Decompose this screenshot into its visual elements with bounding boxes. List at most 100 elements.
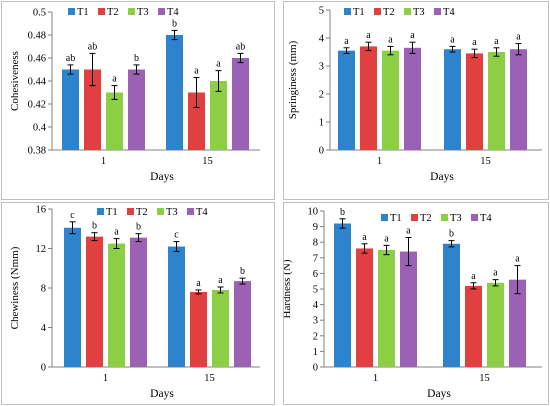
chewiness-chart-panel: 0 4 8 12 16 Chewiness (Nmm) 1 c b a b 15 c a a b Days T1 T…: [1, 202, 275, 405]
x-tick-label: 15: [479, 373, 490, 384]
y-axis-title: Hardness (N): [284, 259, 293, 318]
bar-t1-day-1: [62, 69, 79, 150]
y-tick-label: 1: [319, 118, 324, 129]
y-tick-label: 2: [319, 90, 324, 101]
bar-t3-day-15: [487, 282, 504, 367]
significance-letter: ab: [236, 41, 245, 52]
bar-t2-day-1: [86, 236, 103, 367]
significance-letter: a: [362, 232, 367, 243]
legend-swatch-t4: [471, 214, 478, 221]
y-tick-label: 0.44: [28, 77, 47, 88]
x-tick-label: 1: [373, 373, 378, 384]
significance-letter: b: [92, 221, 97, 232]
y-axis-title: Cohesiveness: [9, 51, 21, 111]
bar-t4-day-1: [400, 251, 417, 367]
y-tick-label: 4: [313, 300, 319, 311]
bar-t3-day-15: [212, 289, 229, 367]
significance-letter: a: [406, 226, 411, 237]
y-tick-label: 0: [319, 146, 324, 157]
bar-t4-day-1: [404, 47, 421, 150]
y-tick-label: 5: [313, 285, 318, 296]
bar-t2-day-15: [190, 291, 207, 367]
bar-t4-day-1: [130, 237, 147, 367]
bar-t1-day-15: [166, 35, 183, 150]
legend-swatch-t2: [98, 8, 105, 15]
y-tick-label: 8: [313, 238, 318, 249]
bar-t1-day-1: [338, 50, 355, 150]
legend-label-t2: T2: [107, 7, 119, 18]
legend-label-t4: T4: [443, 7, 455, 18]
cohesiveness-chart-panel: 0.38 0.4 0.42 0.44 0.46 0.48 0.5 Cohesiveness 1 a…: [1, 1, 275, 200]
springiness-chart: 0 1 2 3 4 5 Springiness (mm) 1 a a a a 15 a a a a Days T1 T…: [287, 6, 542, 183]
legend-swatch-t1: [344, 8, 351, 15]
x-axis-title: Days: [150, 388, 174, 400]
legend-swatch-t4: [187, 208, 194, 215]
legend-swatch-t2: [127, 208, 134, 215]
y-tick-label: 10: [308, 207, 319, 218]
y-tick-label: 7: [313, 253, 318, 264]
y-tick-label: 5: [319, 6, 324, 17]
bar-t3-day-1: [382, 50, 399, 150]
y-tick-label: 0: [313, 363, 318, 374]
bar-t1-day-1: [334, 223, 351, 367]
significance-letter: a: [494, 36, 499, 47]
bar-t4-day-15: [510, 49, 527, 151]
x-tick-label: 15: [480, 156, 491, 167]
legend-label-t1: T1: [106, 207, 118, 218]
x-tick-label: 15: [204, 373, 215, 384]
y-tick-label: 1: [313, 347, 318, 358]
y-tick-label: 12: [36, 244, 47, 255]
x-axis-title: Days: [427, 388, 451, 400]
y-axis-title: Chewiness (Nmm): [9, 246, 21, 329]
bar-t3-day-15: [488, 52, 505, 150]
hardness-chart-panel: 0 1 2 3 4 5 6 7 8 9 10 Hardness (N) 1 b a a a 15 b a a a Days T…: [283, 202, 549, 405]
legend-label-t3: T3: [413, 7, 425, 18]
legend-swatch-t1: [68, 8, 75, 15]
bar-t3-day-1: [108, 243, 125, 367]
legend-label-t3: T3: [166, 207, 178, 218]
legend-swatch-t3: [404, 8, 411, 15]
cohesiveness-chart: 0.38 0.4 0.42 0.44 0.46 0.48 0.5 Cohesiveness 1 a…: [9, 7, 260, 183]
significance-letter: a: [516, 32, 521, 43]
significance-letter: a: [112, 74, 117, 85]
legend-swatch-t4: [434, 8, 441, 15]
significance-letter: a: [384, 233, 389, 244]
significance-letter: c: [70, 210, 75, 221]
significance-letter: a: [194, 66, 199, 77]
significance-letter: a: [388, 34, 393, 45]
legend-label-t4: T4: [196, 207, 208, 218]
y-tick-label: 0.46: [28, 54, 46, 65]
y-tick-label: 4: [319, 34, 325, 45]
bar-t1-day-1: [64, 227, 81, 367]
legend-label-t3: T3: [450, 213, 462, 224]
significance-letter: b: [449, 229, 454, 240]
significance-letter: b: [136, 222, 141, 233]
x-tick-label: 15: [202, 156, 213, 167]
legend-label-t2: T2: [136, 207, 148, 218]
significance-letter: a: [366, 30, 371, 41]
significance-letter: a: [493, 268, 498, 279]
bar-t2-day-1: [356, 248, 373, 367]
legend-label-t1: T1: [353, 7, 365, 18]
significance-letter: a: [216, 59, 221, 70]
bar-t4-day-1: [128, 69, 145, 150]
significance-letter: a: [450, 34, 455, 45]
significance-letter: b: [134, 53, 139, 64]
legend-swatch-t3: [128, 8, 135, 15]
y-axis-title: Springiness (mm): [287, 40, 299, 119]
y-tick-label: 3: [313, 316, 318, 327]
y-tick-label: 8: [41, 284, 46, 295]
significance-letter: a: [196, 278, 201, 289]
significance-letter: a: [472, 37, 477, 48]
y-tick-label: 4: [41, 323, 47, 334]
bar-t2-day-1: [84, 69, 101, 150]
y-tick-label: 0.38: [28, 146, 46, 157]
x-tick-label: 1: [377, 156, 382, 167]
y-tick-label: 0.42: [28, 100, 46, 111]
significance-letter: a: [344, 36, 349, 47]
significance-letter: a: [471, 271, 476, 282]
legend-label-t4: T4: [167, 7, 179, 18]
significance-letter: a: [410, 30, 415, 41]
y-tick-label: 0.5: [33, 8, 46, 19]
legend-swatch-t4: [158, 8, 165, 15]
